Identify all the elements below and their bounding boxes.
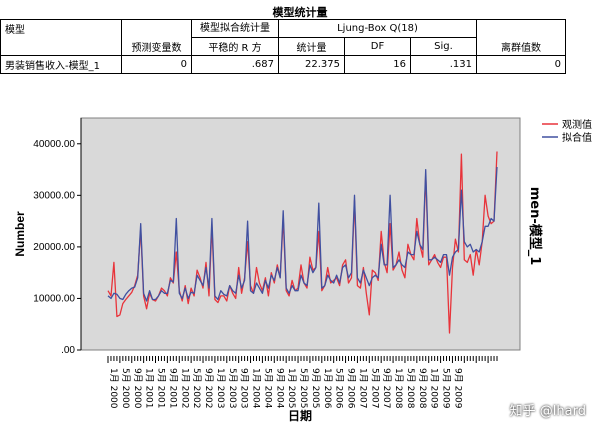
x-tick-label: 5月 2003 (227, 368, 238, 409)
watermark: 知乎 @lhard (509, 404, 586, 419)
x-tick-label: 9月 2005 (310, 368, 321, 409)
x-tick-label: 9月 2004 (274, 368, 285, 409)
y-axis-label: Number (13, 211, 27, 257)
x-tick-label: 5月 2001 (156, 368, 167, 409)
x-tick-label: 9月 2009 (452, 368, 463, 409)
x-tick-label: 1月 2001 (144, 368, 155, 409)
header-outliers: 离群值数 (476, 19, 566, 56)
cell-outliers: 0 (476, 55, 566, 74)
header-statistic: 统计量 (278, 37, 345, 56)
x-tick-label: 5月 2005 (298, 368, 309, 409)
y-tick-label: .00 (61, 345, 75, 356)
cell-statistic: 22.375 (278, 55, 345, 74)
x-tick-label: 9月 2002 (203, 368, 214, 409)
y-tick-label: 20000.00 (33, 242, 75, 253)
header-predictors: 预测变量数 (121, 19, 192, 56)
x-tick-label: 9月 2003 (239, 368, 250, 409)
table-row: 男装销售收入-模型_1 0 .687 22.375 16 .131 0 (0, 55, 566, 74)
table-header-row-2: 平稳的 R 方 统计量 DF Sig. (1, 37, 566, 56)
cell-stationary-r2: .687 (191, 55, 279, 74)
x-tick-label: 1月 2003 (215, 368, 226, 409)
x-tick-label: 9月 2000 (132, 368, 143, 409)
x-tick-label: 5月 2009 (441, 368, 452, 409)
table-header-row-1: 模型 预测变量数 模型拟合统计量 Ljung-Box Q(18) 离群值数 (0, 19, 566, 56)
x-tick-label: 5月 2007 (369, 368, 380, 409)
x-axis: 1月 2000 5月 2000 9月 2000 1月 2001 5月 2001 9月 20… (107, 356, 498, 409)
header-ljung-group: Ljung-Box Q(18) (278, 19, 477, 38)
x-tick-label: 1月 2005 (286, 368, 297, 409)
model-statistics-table: 模型 预测变量数 模型拟合统计量 Ljung-Box Q(18) 离群值数 平稳… (0, 19, 566, 74)
x-tick-label: 5月 2004 (262, 368, 273, 409)
y-tick-label: 30000.00 (33, 190, 75, 201)
chart-side-label: men-模型_1 (527, 187, 543, 266)
cell-model: 男装销售收入-模型_1 (0, 55, 122, 74)
x-tick-label: 5月 2000 (120, 368, 131, 409)
table-title: 模型统计量 (272, 6, 328, 19)
x-tick-label: 1月 2002 (179, 368, 190, 409)
cell-sig: .131 (410, 55, 477, 74)
legend-label: 观测值 (562, 118, 592, 131)
time-series-chart: .00 10000.00 20000.00 30000.00 40000.00 1月 2… (13, 117, 592, 423)
x-tick-label: 9月 2007 (381, 368, 392, 409)
cell-df: 16 (344, 55, 411, 74)
header-sig: Sig. (410, 37, 477, 56)
x-tick-label: 1月 2009 (429, 368, 440, 409)
y-tick-label: 40000.00 (33, 139, 75, 150)
x-tick-label: 5月 2008 (405, 368, 416, 409)
plot-area (80, 117, 521, 351)
x-axis-label: 日期 (288, 408, 312, 423)
x-tick-label: 5月 2002 (191, 368, 202, 409)
header-fit-group: 模型拟合统计量 (191, 19, 279, 38)
x-tick-label: 9月 2001 (167, 368, 178, 409)
header-stationary-r2: 平稳的 R 方 (191, 37, 279, 56)
header-model: 模型 (0, 19, 122, 56)
y-tick-label: 10000.00 (33, 293, 75, 304)
series-line-fitted (107, 166, 498, 302)
x-tick-label: 1月 2006 (322, 368, 333, 409)
x-tick-label: 1月 2007 (357, 368, 368, 409)
x-tick-label: 5月 2006 (334, 368, 345, 409)
legend-label: 拟合值 (562, 131, 592, 144)
x-tick-label: 1月 2000 (108, 368, 119, 409)
x-tick-label: 1月 2008 (393, 368, 404, 409)
series-lines (107, 151, 498, 334)
x-tick-label: 9月 2006 (346, 368, 357, 409)
y-axis: .00 10000.00 20000.00 30000.00 40000.00 (33, 118, 82, 356)
cell-predictors: 0 (121, 55, 192, 74)
x-tick-label: 1月 2004 (251, 368, 262, 409)
header-df: DF (344, 37, 411, 56)
x-tick-label: 9月 2008 (417, 368, 428, 409)
